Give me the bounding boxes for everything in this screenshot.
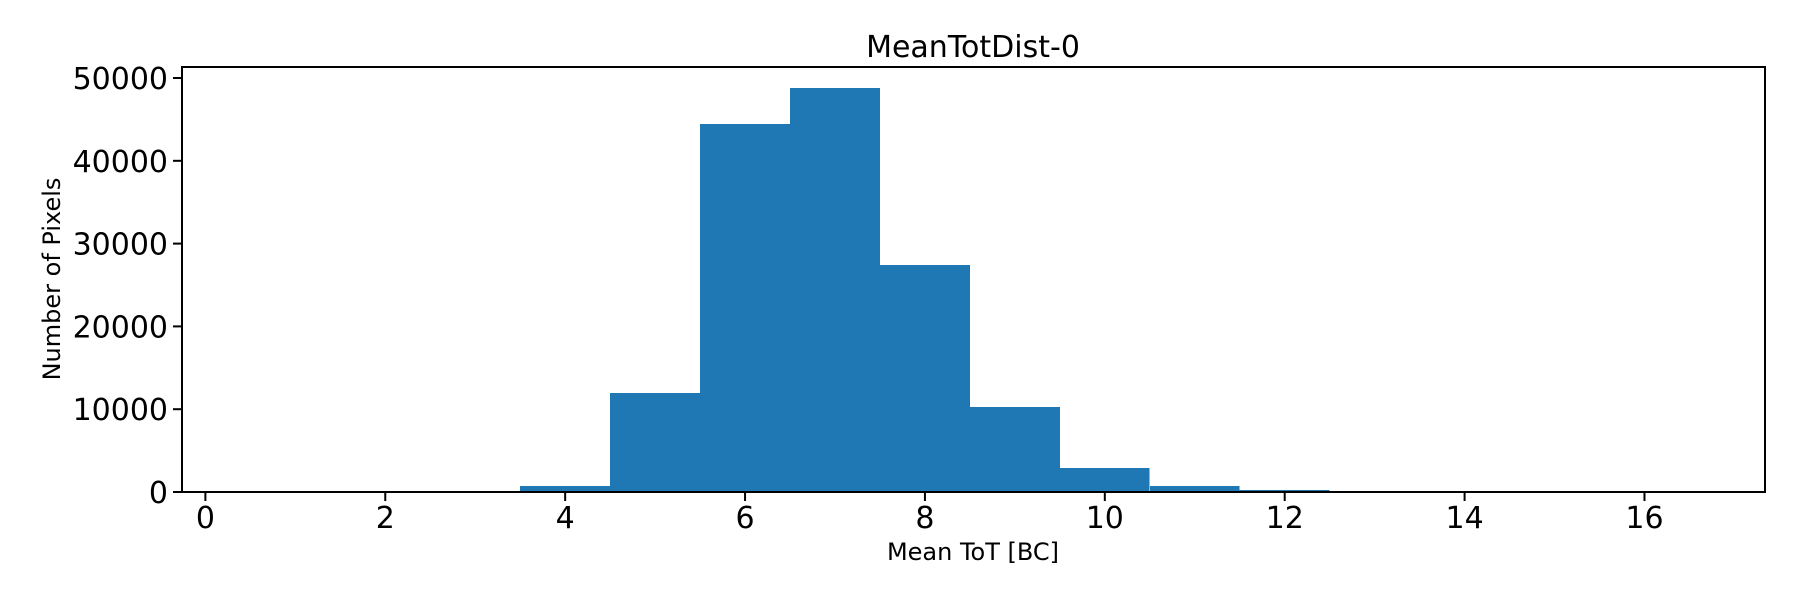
- chart-title: MeanTotDist-0: [866, 30, 1080, 65]
- bars-group: [520, 87, 1420, 493]
- histogram-bar: [700, 124, 790, 492]
- y-axis-label: Number of Pixels: [38, 178, 66, 381]
- histogram-bar: [790, 87, 880, 493]
- histogram-bar: [520, 486, 611, 492]
- y-tick-label: 50000: [73, 62, 168, 97]
- x-tick-label: 16: [1625, 501, 1663, 536]
- x-tick-label: 0: [196, 501, 215, 536]
- x-axis-ticks: 0 2 4 6 8 10 12 14 16: [196, 492, 1664, 536]
- histogram-bar: [1239, 489, 1330, 492]
- y-tick-label: 0: [149, 476, 168, 511]
- plot-border: [181, 66, 1766, 493]
- x-tick-label: 14: [1445, 501, 1483, 536]
- histogram-bar: [1059, 468, 1150, 492]
- x-tick-label: 12: [1266, 501, 1304, 536]
- histogram-bar: [1149, 486, 1240, 492]
- x-axis-label: Mean ToT [BC]: [887, 538, 1059, 566]
- y-axis-ticks: 0 10000 20000 30000 40000 50000: [73, 62, 182, 511]
- histogram-bar: [610, 393, 700, 492]
- y-tick-label: 10000: [73, 393, 168, 428]
- y-tick-label: 40000: [73, 145, 168, 180]
- y-tick-label: 30000: [73, 228, 168, 263]
- histogram-bar: [969, 407, 1060, 492]
- x-tick-label: 2: [376, 501, 395, 536]
- x-tick-label: 4: [556, 501, 575, 536]
- histogram-bar: [880, 265, 970, 492]
- x-tick-label: 6: [735, 501, 754, 536]
- x-tick-label: 10: [1086, 501, 1124, 536]
- y-tick-label: 20000: [73, 310, 168, 345]
- x-tick-label: 8: [915, 501, 934, 536]
